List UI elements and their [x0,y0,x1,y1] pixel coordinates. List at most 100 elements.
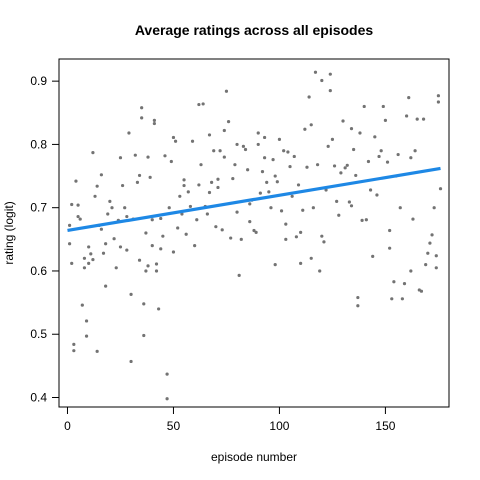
data-point [159,216,163,221]
data-point [123,206,127,210]
data-point [409,269,413,273]
data-point [385,160,390,164]
data-point [305,165,309,169]
data-point [388,246,392,250]
data-point [299,261,303,265]
data-point [284,222,288,226]
data-point [262,156,267,160]
data-point [362,104,366,109]
data-point [125,248,129,252]
data-point [438,187,443,191]
data-point [150,218,154,222]
data-point [135,180,140,184]
data-point [284,237,288,241]
x-axis-title: episode number [211,450,297,464]
data-point [375,193,379,197]
data-point [129,292,133,296]
data-point [201,102,205,106]
data-point [188,204,193,209]
data-point [104,284,108,288]
data-point [165,397,169,401]
data-point [231,176,235,181]
y-tick-label: 0.5 [30,327,47,341]
data-point [371,254,375,259]
data-point [140,116,144,120]
data-point [89,252,93,256]
data-point [434,266,438,270]
data-point [165,372,169,376]
data-point [352,147,356,152]
data-point [133,153,137,157]
y-axis: 0.4 0.5 0.6 0.7 0.8 0.9 [30,74,59,405]
data-point [195,218,199,222]
data-point [256,131,260,135]
data-point [95,349,99,353]
data-point [190,139,195,143]
data-point [167,206,171,210]
data-point [216,177,220,181]
data-point [87,261,91,265]
data-point [436,100,441,104]
data-point [419,289,424,293]
data-point [436,94,441,98]
data-point [286,150,290,154]
data-point [243,147,248,152]
data-point [383,118,388,122]
data-point [354,173,358,178]
data-point [214,225,218,229]
data-point [173,139,178,143]
chart-title: Average ratings across all episodes [135,22,374,38]
data-point [95,184,99,188]
data-point [356,304,360,308]
data-point [72,349,76,353]
data-point [315,163,320,167]
data-point [239,237,243,241]
data-point [163,154,167,158]
data-point [328,89,332,93]
data-point [299,230,303,234]
data-point [224,89,229,93]
data-point [152,118,156,122]
data-point [332,164,337,168]
data-point [125,214,129,219]
data-point [118,245,123,249]
data-point [360,218,364,222]
data-point [320,234,324,238]
data-point [326,144,330,148]
data-point [91,151,95,155]
y-tick-label: 0.9 [30,74,47,88]
x-axis: 0 50 100 150 [64,407,396,433]
data-point [144,269,148,273]
data-point [76,214,80,219]
data-point [265,180,269,184]
data-point [322,240,326,244]
data-point [388,228,392,233]
data-point [273,174,277,178]
data-point [212,149,216,153]
data-point [222,128,226,133]
data-point [356,295,360,300]
data-point [405,114,409,118]
data-point [146,264,150,268]
plot-frame [58,58,450,408]
data-point [207,133,212,137]
data-point [424,263,428,267]
data-point [70,261,74,265]
data-point [434,254,438,258]
x-tick-label: 100 [269,419,289,433]
data-point [396,152,400,157]
data-point [339,171,343,175]
data-point [235,142,239,147]
y-axis-title-group: rating (logit) [2,201,16,264]
data-point [84,319,89,323]
data-point [140,106,144,110]
data-point [226,120,231,124]
data-point [279,209,284,213]
data-point [233,163,237,167]
data-point [144,231,148,235]
data-point [216,185,220,190]
data-point [222,155,226,159]
data-point [390,297,394,301]
data-point [269,206,273,210]
